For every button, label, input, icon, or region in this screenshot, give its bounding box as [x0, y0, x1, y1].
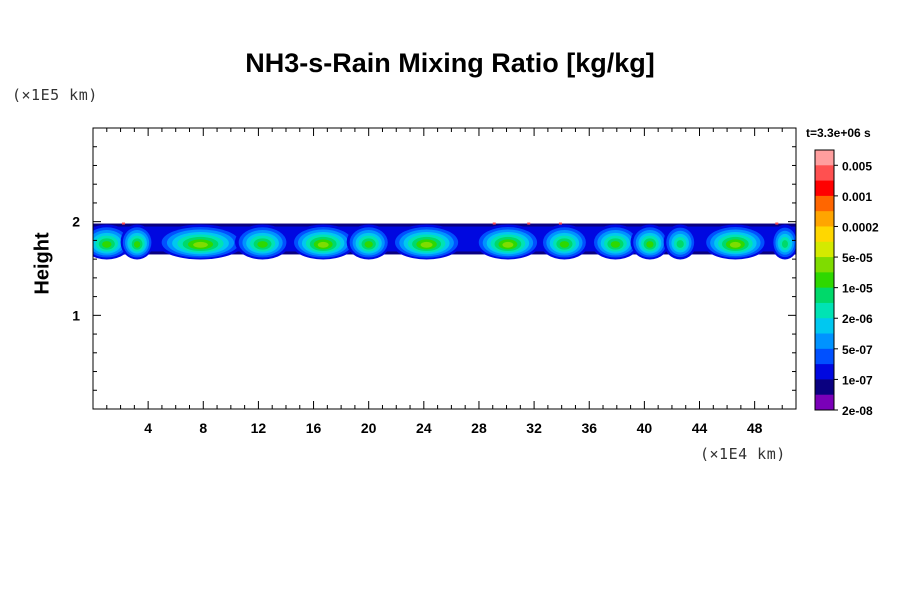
cloud-cell	[630, 224, 670, 260]
x-tick-label: 32	[526, 420, 542, 436]
cloud-cell	[346, 224, 391, 260]
cloud-contour	[317, 241, 329, 248]
cloud-cell	[390, 224, 463, 260]
y-axis-multiplier: (×1E5 km)	[12, 86, 98, 104]
x-tick-label: 4	[144, 420, 152, 436]
x-tick-label: 40	[637, 420, 653, 436]
cloud-top-fleck	[775, 222, 779, 225]
colorbar-swatch	[815, 195, 834, 212]
cloud-contour	[729, 241, 741, 248]
cloud-cell	[590, 224, 641, 260]
colorbar-swatch	[815, 211, 834, 227]
x-tick-label: 12	[251, 420, 267, 436]
colorbar-swatch	[815, 364, 834, 380]
cloud-contour	[646, 241, 654, 248]
cloud-cell	[539, 224, 590, 260]
cloud-cell	[771, 224, 796, 260]
colorbar-frame	[814, 149, 835, 411]
cloud-contour	[559, 241, 570, 248]
colorbar-label: 2e-06	[842, 312, 873, 326]
cloud-contour	[502, 241, 514, 248]
colorbar-label: 0.005	[842, 159, 872, 173]
cloud-cell	[234, 224, 291, 260]
colorbar-label: 0.0002	[842, 220, 879, 234]
cloud-cell	[663, 224, 697, 260]
colorbar-swatch	[815, 272, 834, 289]
cloud-contour	[102, 241, 112, 248]
colorbar-labels: 0.005 0.001 0.0002 5e-05 1e-05 2e-06 5e-07 1e-0…	[834, 159, 879, 418]
cloud-contour	[133, 241, 141, 248]
cloud-contour	[610, 241, 621, 248]
cloud-cell	[290, 224, 357, 260]
cloud-top-fleck	[558, 222, 562, 225]
colorbar-swatch	[815, 165, 834, 182]
x-tick-label: 36	[581, 420, 597, 436]
x-tick-labels: 4 8 12 16 20 24 28 32 36 40 44 48	[144, 420, 762, 436]
cloud-cell	[120, 224, 154, 260]
y-tick-label: 1	[72, 307, 80, 323]
y-tick-labels: 12	[72, 214, 80, 324]
cloud-cell	[474, 224, 541, 260]
colorbar-swatch	[815, 394, 834, 411]
x-tick-label: 28	[471, 420, 487, 436]
colorbar-swatch	[815, 318, 834, 335]
x-tick-label: 48	[747, 420, 763, 436]
colorbar-label: 0.001	[842, 190, 872, 204]
colorbar-label: 1e-07	[842, 373, 873, 387]
cloud-contour	[781, 240, 788, 248]
cloud-contour	[676, 240, 684, 248]
x-tick-label: 16	[306, 420, 322, 436]
cloud-top-fleck	[121, 222, 125, 225]
cloud-cell	[93, 224, 132, 260]
colorbar-swatch	[815, 302, 834, 319]
x-tick-label: 20	[361, 420, 377, 436]
axis-ticks	[93, 128, 796, 409]
colorbar-label: 1e-05	[842, 282, 873, 296]
colorbar-swatch	[815, 287, 834, 304]
colorbar-swatch	[815, 379, 834, 396]
cloud-contour	[257, 241, 268, 248]
colorbar-swatch	[815, 348, 834, 365]
chart-title: NH3-s-Rain Mixing Ratio [kg/kg]	[245, 48, 655, 78]
cloud-top-fleck	[492, 222, 496, 225]
y-tick-label: 2	[72, 214, 80, 230]
x-tick-label: 8	[199, 420, 207, 436]
colorbar-swatch	[815, 257, 834, 273]
plot-frame	[92, 127, 797, 410]
x-tick-label: 24	[416, 420, 432, 436]
colorbar-swatch	[815, 150, 834, 166]
cloud-cell	[156, 224, 245, 260]
colorbar-label: 5e-07	[842, 343, 873, 357]
colorbar-label: 5e-05	[842, 251, 873, 265]
cloud-cell	[702, 224, 769, 260]
colorbar-swatch	[815, 226, 834, 243]
colorbar-swatch	[815, 180, 834, 197]
cloud-band	[93, 222, 796, 260]
time-label: t=3.3e+06 s	[806, 126, 871, 140]
x-axis-multiplier: (×1E4 km)	[700, 445, 786, 463]
cloud-top-fleck	[527, 222, 531, 225]
colorbar-label: 2e-08	[842, 404, 873, 418]
cloud-contour	[420, 241, 433, 248]
x-tick-label: 44	[692, 420, 708, 436]
cloud-contour	[193, 241, 208, 248]
colorbar	[814, 149, 835, 411]
colorbar-swatch	[815, 241, 834, 258]
cloud-contour	[364, 241, 373, 248]
colorbar-swatch	[815, 333, 834, 350]
